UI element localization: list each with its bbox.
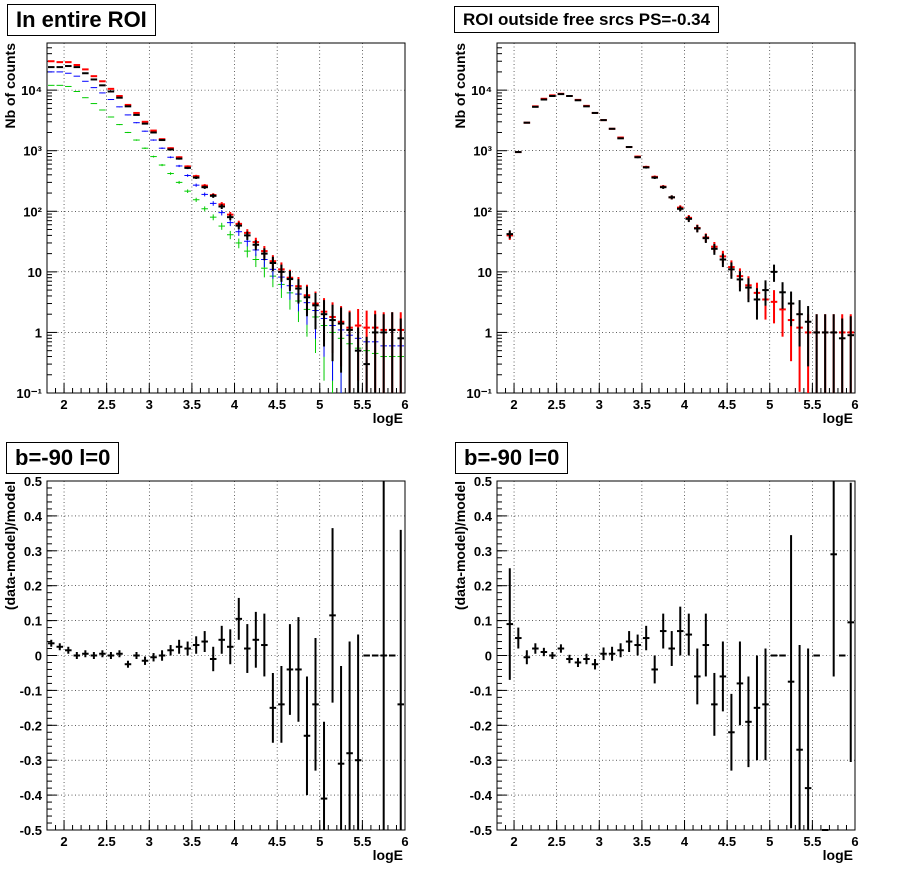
x-tick-label: 5 bbox=[766, 397, 773, 412]
chart-1: 2 2.5 3 3.5 4 4.5 5 5.5 6 10⁻¹ 1 10 10² 10³ 10⁴ logE Nb … bbox=[2, 42, 409, 426]
x-tick-label: 3.5 bbox=[633, 397, 651, 412]
x-tick-label: 5 bbox=[316, 397, 323, 412]
y-tick-label: 0 bbox=[35, 649, 42, 664]
x-tick-label: 2 bbox=[510, 834, 517, 849]
y-tick-label: 10² bbox=[23, 204, 42, 219]
y-tick-label: 10⁴ bbox=[471, 83, 492, 98]
y-tick-label: -0.4 bbox=[20, 788, 43, 803]
x-axis-label: logE bbox=[373, 410, 403, 426]
y-axis-label: (data-model)/model bbox=[2, 481, 18, 610]
x-tick-label: 3 bbox=[596, 397, 603, 412]
y-tick-label: 10³ bbox=[473, 144, 492, 159]
y-tick-label: -0.3 bbox=[470, 753, 492, 768]
y-tick-label: -0.3 bbox=[20, 753, 42, 768]
x-tick-label: 4 bbox=[681, 834, 689, 849]
y-tick-label: 0.2 bbox=[24, 579, 42, 594]
y-tick-label: 0.4 bbox=[24, 509, 43, 524]
y-axis-label: Nb of counts bbox=[452, 43, 468, 129]
x-tick-label: 3 bbox=[146, 834, 153, 849]
chart-4: 2 2.5 3 3.5 4 4.5 5 5.5 6 -0.5 -0.4 -0.3 -0.2 -0.1 0 0.… bbox=[452, 474, 859, 863]
y-tick-label: 1 bbox=[485, 325, 492, 340]
x-tick-label: 5 bbox=[766, 834, 773, 849]
y-tick-label: -0.1 bbox=[20, 683, 42, 698]
y-tick-label: -0.5 bbox=[470, 823, 492, 838]
y-tick-label: 0.4 bbox=[474, 509, 493, 524]
x-tick-label: 2.5 bbox=[548, 397, 566, 412]
x-tick-label: 4 bbox=[231, 834, 239, 849]
panel-3-title: b=-90 l=0 bbox=[6, 442, 120, 474]
x-tick-label: 5 bbox=[316, 834, 323, 849]
y-tick-label: 0.3 bbox=[474, 544, 492, 559]
x-tick-label: 6 bbox=[401, 834, 408, 849]
x-tick-label: 5.5 bbox=[803, 834, 821, 849]
plot-frame bbox=[46, 42, 406, 394]
y-tick-label: 10 bbox=[478, 265, 492, 280]
y-tick-label: 0.2 bbox=[474, 579, 492, 594]
chart-2: 2 2.5 3 3.5 4 4.5 5 5.5 6 10⁻¹ 1 10 10² 10³ 10⁴ logE Nb … bbox=[452, 42, 859, 426]
y-tick-label: 10 bbox=[28, 265, 42, 280]
y-tick-label: 0 bbox=[485, 649, 492, 664]
y-tick-label: 0.5 bbox=[24, 474, 42, 489]
x-tick-label: 3 bbox=[596, 834, 603, 849]
y-tick-label: 10⁻¹ bbox=[466, 386, 492, 401]
y-tick-label: 10² bbox=[473, 204, 492, 219]
panel-1-title: In entire ROI bbox=[7, 4, 156, 36]
x-tick-label: 5.5 bbox=[353, 834, 371, 849]
x-tick-label: 2.5 bbox=[548, 834, 566, 849]
y-tick-label: -0.1 bbox=[470, 683, 492, 698]
x-tick-label: 2.5 bbox=[98, 834, 116, 849]
x-tick-label: 4.5 bbox=[718, 834, 736, 849]
y-tick-label: 0.1 bbox=[474, 614, 492, 629]
x-axis-label: logE bbox=[823, 410, 853, 426]
x-tick-label: 2.5 bbox=[98, 397, 116, 412]
x-tick-label: 4.5 bbox=[268, 834, 286, 849]
x-tick-label: 5.5 bbox=[803, 397, 821, 412]
x-tick-label: 4.5 bbox=[268, 397, 286, 412]
y-tick-label: 10⁴ bbox=[21, 83, 42, 98]
y-axis-label: Nb of counts bbox=[2, 43, 18, 129]
x-axis-label: logE bbox=[823, 847, 853, 863]
x-tick-label: 6 bbox=[851, 397, 858, 412]
x-axis-label: logE bbox=[373, 847, 403, 863]
y-tick-label: 10⁻¹ bbox=[16, 386, 42, 401]
x-tick-label: 2 bbox=[510, 397, 517, 412]
y-axis-label: (data-model)/model bbox=[452, 481, 468, 610]
x-tick-label: 4 bbox=[231, 397, 239, 412]
panel-4-title: b=-90 l=0 bbox=[455, 442, 569, 474]
y-tick-label: -0.5 bbox=[20, 823, 42, 838]
y-tick-label: -0.2 bbox=[20, 718, 42, 733]
x-tick-label: 3.5 bbox=[183, 834, 201, 849]
y-tick-label: 0.1 bbox=[24, 614, 42, 629]
chart-3: 2 2.5 3 3.5 4 4.5 5 5.5 6 -0.5 -0.4 -0.3 -0.2 -0.1 0 0.… bbox=[2, 474, 409, 863]
y-tick-label: -0.4 bbox=[470, 788, 493, 803]
x-tick-label: 5.5 bbox=[353, 397, 371, 412]
x-tick-label: 3.5 bbox=[183, 397, 201, 412]
x-tick-label: 2 bbox=[60, 397, 67, 412]
y-tick-label: 0.3 bbox=[24, 544, 42, 559]
x-tick-label: 2 bbox=[60, 834, 67, 849]
x-tick-label: 3 bbox=[146, 397, 153, 412]
y-tick-label: 0.5 bbox=[474, 474, 492, 489]
x-tick-label: 4.5 bbox=[718, 397, 736, 412]
y-tick-label: 10³ bbox=[23, 144, 42, 159]
x-tick-label: 6 bbox=[401, 397, 408, 412]
y-tick-label: 1 bbox=[35, 325, 42, 340]
panel-2-title: ROI outside free srcs PS=-0.34 bbox=[454, 6, 720, 33]
y-tick-label: -0.2 bbox=[470, 718, 492, 733]
x-tick-label: 4 bbox=[681, 397, 689, 412]
x-tick-label: 6 bbox=[851, 834, 858, 849]
x-tick-label: 3.5 bbox=[633, 834, 651, 849]
